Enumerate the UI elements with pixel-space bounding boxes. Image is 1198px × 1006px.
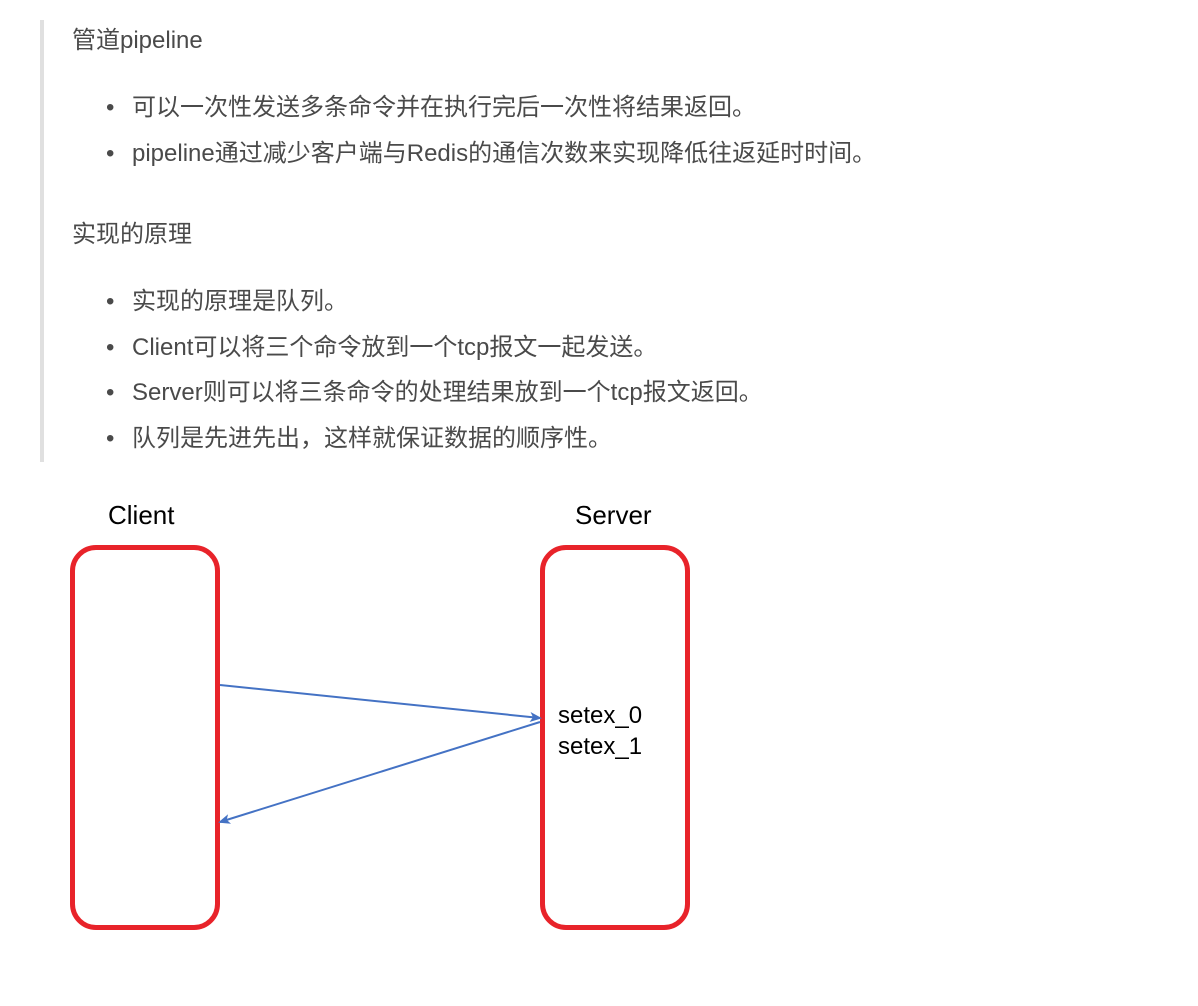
blockquote-container: 管道pipeline 可以一次性发送多条命令并在执行完后一次性将结果返回。 pi… [40, 20, 1158, 462]
list-item: Server则可以将三条命令的处理结果放到一个tcp报文返回。 [124, 370, 1158, 416]
diagram-container: Client Server setex_0 setex_1 [70, 500, 770, 950]
list-item: pipeline通过减少客户端与Redis的通信次数来实现降低往返延时时间。 [124, 131, 1158, 177]
list-item: 可以一次性发送多条命令并在执行完后一次性将结果返回。 [124, 85, 1158, 131]
server-content-line1: setex_0 [558, 702, 642, 729]
arrow-client-to-server [220, 685, 540, 718]
client-box [70, 545, 220, 930]
list-item: 队列是先进先出，这样就保证数据的顺序性。 [124, 416, 1158, 462]
arrow-server-to-client [220, 722, 540, 822]
principle-list: 实现的原理是队列。 Client可以将三个命令放到一个tcp报文一起发送。 Se… [72, 279, 1158, 461]
pipeline-list: 可以一次性发送多条命令并在执行完后一次性将结果返回。 pipeline通过减少客… [72, 85, 1158, 176]
section-title-principle: 实现的原理 [72, 214, 1158, 249]
list-item: Client可以将三个命令放到一个tcp报文一起发送。 [124, 325, 1158, 371]
list-item: 实现的原理是队列。 [124, 279, 1158, 325]
server-label: Server [575, 500, 652, 531]
client-label: Client [108, 500, 174, 531]
server-content-line2: setex_1 [558, 733, 642, 760]
section-title-pipeline: 管道pipeline [72, 20, 1158, 55]
server-box-content: setex_0 setex_1 [558, 700, 642, 762]
